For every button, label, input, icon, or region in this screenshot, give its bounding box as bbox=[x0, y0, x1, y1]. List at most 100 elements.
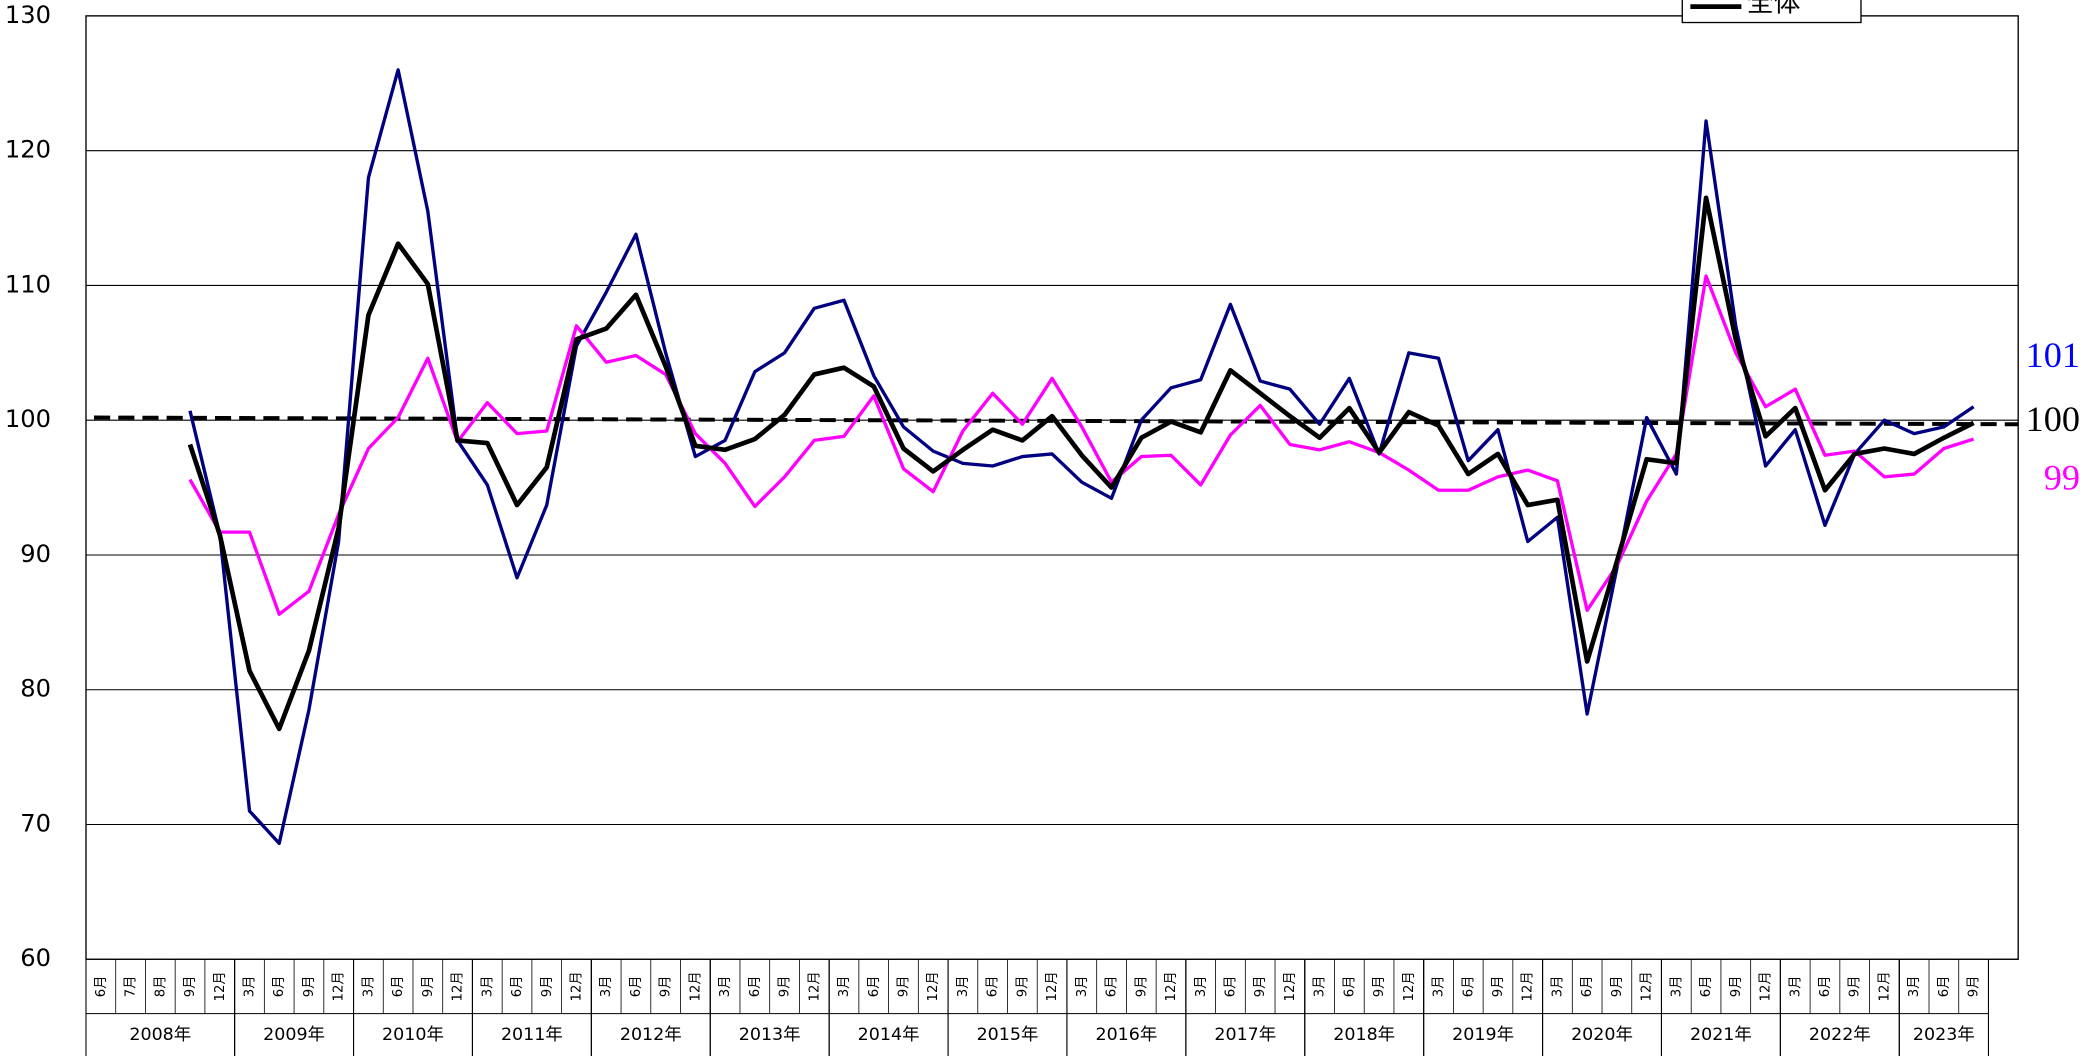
x-tick-label: 12月 bbox=[1640, 971, 1655, 1001]
x-tick-label: 3月 bbox=[1907, 976, 1922, 998]
x-tick-label: 3月 bbox=[1550, 976, 1565, 998]
y-tick-label: 120 bbox=[5, 136, 51, 164]
y-tick-label: 100 bbox=[5, 405, 51, 433]
x-tick-label: 9月 bbox=[1253, 976, 1268, 998]
x-tick-label: 9月 bbox=[896, 976, 911, 998]
x-tick-label: 3月 bbox=[956, 976, 971, 998]
x-tick-label: 12月 bbox=[1521, 971, 1536, 1001]
x-tick-label: 3月 bbox=[837, 976, 852, 998]
legend: 全体 bbox=[1681, 0, 1862, 24]
x-group-label: 2013年 bbox=[739, 1025, 801, 1045]
x-tick-label: 3月 bbox=[242, 976, 257, 998]
x-tick-label: 12月 bbox=[213, 971, 228, 1001]
legend-label: 全体 bbox=[1747, 0, 1801, 18]
x-tick-label: 9月 bbox=[1729, 976, 1744, 998]
x-tick-label: 9月 bbox=[1372, 976, 1387, 998]
y-tick-label: 70 bbox=[20, 810, 51, 838]
x-tick-label: 12月 bbox=[1402, 971, 1417, 1001]
series-line bbox=[188, 68, 1975, 845]
x-group-label: 2008年 bbox=[129, 1025, 191, 1045]
x-tick-label: 12月 bbox=[1283, 971, 1298, 1001]
x-group-label: 2019年 bbox=[1452, 1025, 1514, 1045]
x-tick-label: 9月 bbox=[1491, 976, 1506, 998]
x-tick-label: 6月 bbox=[1818, 976, 1833, 998]
y-tick-label: 80 bbox=[20, 675, 51, 703]
x-tick-label: 3月 bbox=[1075, 976, 1090, 998]
y-tick-label: 60 bbox=[20, 944, 51, 972]
x-tick-label: 12月 bbox=[807, 971, 822, 1001]
y-tick-label: 110 bbox=[5, 271, 51, 299]
end-label: 100 bbox=[2026, 399, 2080, 439]
end-label: 99 bbox=[2044, 458, 2080, 498]
x-group-label: 2011年 bbox=[501, 1025, 563, 1045]
x-tick-label: 12月 bbox=[569, 971, 584, 1001]
series-line bbox=[188, 274, 1975, 616]
x-tick-label: 6月 bbox=[391, 976, 406, 998]
plot-frame bbox=[85, 15, 2019, 960]
reference-line bbox=[94, 415, 2019, 427]
x-group-label: 2021年 bbox=[1690, 1025, 1752, 1045]
x-tick-label: 12月 bbox=[1164, 971, 1179, 1001]
x-group-label: 2020年 bbox=[1571, 1025, 1633, 1045]
x-tick-label: 12月 bbox=[1758, 971, 1773, 1001]
x-group-label: 2022年 bbox=[1809, 1025, 1871, 1045]
x-tick-label: 9月 bbox=[659, 976, 674, 998]
x-tick-label: 12月 bbox=[1045, 971, 1060, 1001]
x-tick-label: 9月 bbox=[540, 976, 555, 998]
x-group-label: 2014年 bbox=[858, 1025, 920, 1045]
x-tick-label: 9月 bbox=[1134, 976, 1149, 998]
x-tick-label: 3月 bbox=[1669, 976, 1684, 998]
x-tick-label: 3月 bbox=[1431, 976, 1446, 998]
x-tick-label: 6月 bbox=[94, 976, 109, 998]
x-tick-label: 3月 bbox=[361, 976, 376, 998]
series-line bbox=[187, 195, 1975, 732]
x-tick-label: 12月 bbox=[926, 971, 941, 1001]
x-tick-label: 9月 bbox=[1610, 976, 1625, 998]
x-tick-label: 6月 bbox=[1699, 976, 1714, 998]
x-tick-label: 6月 bbox=[629, 976, 644, 998]
x-group-label: 2017年 bbox=[1214, 1025, 1276, 1045]
x-tick-label: 6月 bbox=[867, 976, 882, 998]
x-tick-label: 9月 bbox=[302, 976, 317, 998]
x-tick-label: 6月 bbox=[1937, 976, 1952, 998]
x-tick-label: 12月 bbox=[332, 971, 347, 1001]
x-group-label: 2023年 bbox=[1913, 1025, 1975, 1045]
y-tick-label: 130 bbox=[5, 1, 51, 29]
x-tick-label: 3月 bbox=[480, 976, 495, 998]
x-tick-label: 9月 bbox=[1967, 976, 1982, 998]
x-tick-label: 12月 bbox=[1877, 971, 1892, 1001]
x-group-label: 2010年 bbox=[382, 1025, 444, 1045]
x-tick-label: 9月 bbox=[183, 976, 198, 998]
x-tick-label: 6月 bbox=[510, 976, 525, 998]
x-tick-label: 6月 bbox=[1461, 976, 1476, 998]
x-tick-label: 6月 bbox=[1342, 976, 1357, 998]
x-tick-label: 6月 bbox=[1104, 976, 1119, 998]
x-tick-label: 9月 bbox=[421, 976, 436, 998]
x-group-label: 2009年 bbox=[263, 1025, 325, 1045]
x-tick-label: 3月 bbox=[1788, 976, 1803, 998]
x-tick-label: 3月 bbox=[1313, 976, 1328, 998]
x-tick-label: 3月 bbox=[1194, 976, 1209, 998]
x-tick-label: 12月 bbox=[451, 971, 466, 1001]
x-tick-label: 8月 bbox=[153, 976, 168, 998]
x-group-label: 2018年 bbox=[1333, 1025, 1395, 1045]
x-tick-label: 3月 bbox=[718, 976, 733, 998]
x-group-label: 2015年 bbox=[977, 1025, 1039, 1045]
x-tick-label: 6月 bbox=[1223, 976, 1238, 998]
x-tick-label: 6月 bbox=[748, 976, 763, 998]
x-group-label: 2012年 bbox=[620, 1025, 682, 1045]
x-tick-label: 6月 bbox=[272, 976, 287, 998]
x-tick-label: 7月 bbox=[124, 976, 139, 998]
x-tick-label: 9月 bbox=[1015, 976, 1030, 998]
x-tick-label: 6月 bbox=[1580, 976, 1595, 998]
end-label: 101 bbox=[2026, 335, 2080, 375]
x-tick-label: 9月 bbox=[1848, 976, 1863, 998]
x-tick-label: 3月 bbox=[599, 976, 614, 998]
x-group-label: 2016年 bbox=[1095, 1025, 1157, 1045]
x-tick-label: 9月 bbox=[778, 976, 793, 998]
y-tick-label: 90 bbox=[20, 540, 51, 568]
x-tick-label: 6月 bbox=[986, 976, 1001, 998]
x-tick-label: 12月 bbox=[688, 971, 703, 1001]
